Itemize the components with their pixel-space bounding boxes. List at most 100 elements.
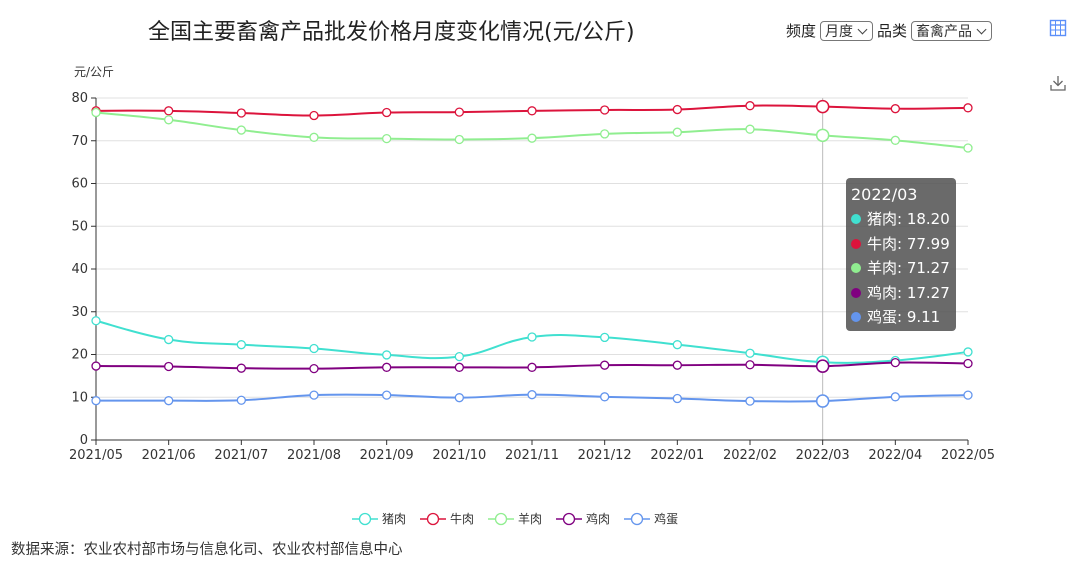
data-point[interactable] bbox=[382, 362, 392, 372]
data-point[interactable] bbox=[527, 362, 537, 372]
data-point[interactable] bbox=[600, 129, 610, 139]
data-point[interactable] bbox=[382, 107, 392, 118]
legend-item[interactable]: 猪肉 bbox=[352, 510, 406, 527]
legend-item[interactable]: 羊肉 bbox=[488, 510, 542, 527]
legend: 猪肉 牛肉 羊肉 鸡肉 鸡蛋 bbox=[352, 510, 678, 527]
data-point[interactable] bbox=[815, 359, 830, 373]
data-point[interactable] bbox=[236, 395, 246, 405]
data-point[interactable] bbox=[91, 396, 101, 406]
y-tick-label: 70 bbox=[71, 134, 88, 149]
data-point[interactable] bbox=[963, 347, 973, 357]
legend-item[interactable]: 鸡蛋 bbox=[624, 510, 678, 527]
data-point[interactable] bbox=[454, 393, 464, 403]
line-chart: 元/公斤 0 10 20 30 40 50 60 70 80 2021/05 2021/06 2021… bbox=[69, 65, 995, 463]
x-tick-label: 2022/01 bbox=[650, 448, 704, 463]
x-tick-label: 2022/04 bbox=[868, 448, 922, 463]
tooltip-date: 2022/03 bbox=[851, 185, 918, 204]
legend-line-circle-icon bbox=[488, 512, 515, 525]
data-point[interactable] bbox=[236, 125, 246, 135]
x-tick-label: 2021/08 bbox=[287, 448, 341, 463]
x-tick-label: 2021/10 bbox=[432, 448, 486, 463]
data-point[interactable] bbox=[454, 134, 464, 145]
x-tick-label: 2022/03 bbox=[796, 448, 850, 463]
data-point[interactable] bbox=[963, 103, 973, 113]
data-point[interactable] bbox=[963, 390, 973, 400]
data-point[interactable] bbox=[890, 104, 900, 114]
data-point[interactable] bbox=[672, 393, 682, 404]
data-point[interactable] bbox=[164, 396, 174, 406]
y-tick-label: 50 bbox=[71, 219, 88, 234]
data-point[interactable] bbox=[672, 127, 682, 137]
data-point[interactable] bbox=[309, 110, 319, 121]
data-point[interactable] bbox=[963, 358, 973, 369]
data-point[interactable] bbox=[672, 360, 682, 370]
data-point[interactable] bbox=[454, 107, 464, 117]
x-tick-label: 2022/05 bbox=[941, 448, 995, 463]
data-point[interactable] bbox=[815, 128, 830, 143]
frequency-select[interactable]: 月度 bbox=[820, 20, 874, 41]
data-point[interactable] bbox=[745, 101, 755, 111]
tooltip-row: 羊肉: 71.27 bbox=[851, 256, 956, 281]
y-tick-label: 10 bbox=[71, 390, 88, 405]
series-dot-icon bbox=[851, 263, 861, 274]
data-point[interactable] bbox=[600, 332, 610, 343]
data-point[interactable] bbox=[815, 99, 830, 114]
data-point[interactable] bbox=[745, 396, 755, 406]
data-point[interactable] bbox=[164, 115, 174, 125]
data-point[interactable] bbox=[672, 104, 682, 115]
tooltip-row: 牛肉: 77.99 bbox=[851, 232, 956, 257]
data-point[interactable] bbox=[745, 360, 755, 370]
data-point[interactable] bbox=[91, 316, 101, 326]
data-point[interactable] bbox=[600, 392, 610, 402]
data-point[interactable] bbox=[890, 392, 900, 402]
series-line bbox=[95, 319, 969, 364]
data-point[interactable] bbox=[382, 133, 392, 144]
data-point[interactable] bbox=[890, 357, 900, 368]
data-point[interactable] bbox=[890, 135, 900, 145]
data-point[interactable] bbox=[382, 350, 392, 360]
data-point[interactable] bbox=[454, 351, 464, 362]
download-icon[interactable] bbox=[1049, 74, 1067, 92]
category-label: 品类 bbox=[877, 22, 908, 40]
data-point[interactable] bbox=[815, 394, 830, 408]
data-point[interactable] bbox=[309, 343, 319, 354]
data-point[interactable] bbox=[91, 107, 101, 118]
data-point[interactable] bbox=[164, 361, 174, 372]
x-tick-label: 2021/09 bbox=[360, 448, 414, 463]
data-point[interactable] bbox=[309, 390, 319, 400]
data-point[interactable] bbox=[527, 390, 537, 400]
data-point[interactable] bbox=[164, 106, 174, 116]
data-point[interactable] bbox=[527, 133, 537, 143]
data-point[interactable] bbox=[91, 361, 101, 371]
tooltip-value: 猪肉: 18.20 bbox=[867, 210, 950, 228]
frequency-label: 频度 bbox=[786, 22, 817, 40]
x-tick-label: 2022/02 bbox=[723, 448, 777, 463]
data-point[interactable] bbox=[236, 108, 246, 118]
data-point[interactable] bbox=[164, 334, 174, 345]
y-tick-label: 20 bbox=[71, 348, 88, 363]
data-point[interactable] bbox=[600, 360, 610, 370]
data-view-icon[interactable] bbox=[1049, 19, 1067, 37]
data-point[interactable] bbox=[527, 332, 537, 342]
legend-label: 猪肉 bbox=[382, 512, 407, 526]
data-point[interactable] bbox=[963, 143, 973, 153]
data-point[interactable] bbox=[745, 124, 755, 134]
legend-item[interactable]: 鸡肉 bbox=[556, 510, 610, 527]
tooltip: 2022/03 猪肉: 18.20 牛肉: 77.99 羊肉: 71.27 鸡肉: 1… bbox=[846, 178, 956, 331]
category-select[interactable]: 畜禽产品 bbox=[911, 20, 993, 41]
chart-title: 全国主要畜禽产品批发价格月度变化情况(元/公斤) bbox=[148, 20, 635, 45]
y-tick-label: 60 bbox=[71, 177, 88, 192]
legend-item[interactable]: 牛肉 bbox=[420, 510, 474, 527]
data-point[interactable] bbox=[527, 106, 537, 116]
data-point[interactable] bbox=[236, 340, 246, 350]
data-point[interactable] bbox=[309, 363, 319, 374]
data-point[interactable] bbox=[672, 340, 682, 350]
data-point[interactable] bbox=[382, 390, 392, 400]
data-point[interactable] bbox=[600, 105, 610, 115]
data-point[interactable] bbox=[454, 362, 464, 372]
data-point[interactable] bbox=[309, 132, 319, 142]
data-point[interactable] bbox=[745, 348, 755, 358]
data-point[interactable] bbox=[236, 363, 246, 373]
chart-controls: 频度 月度 品类 畜禽产品 bbox=[786, 20, 993, 41]
tooltip-row: 鸡肉: 17.27 bbox=[851, 281, 956, 306]
